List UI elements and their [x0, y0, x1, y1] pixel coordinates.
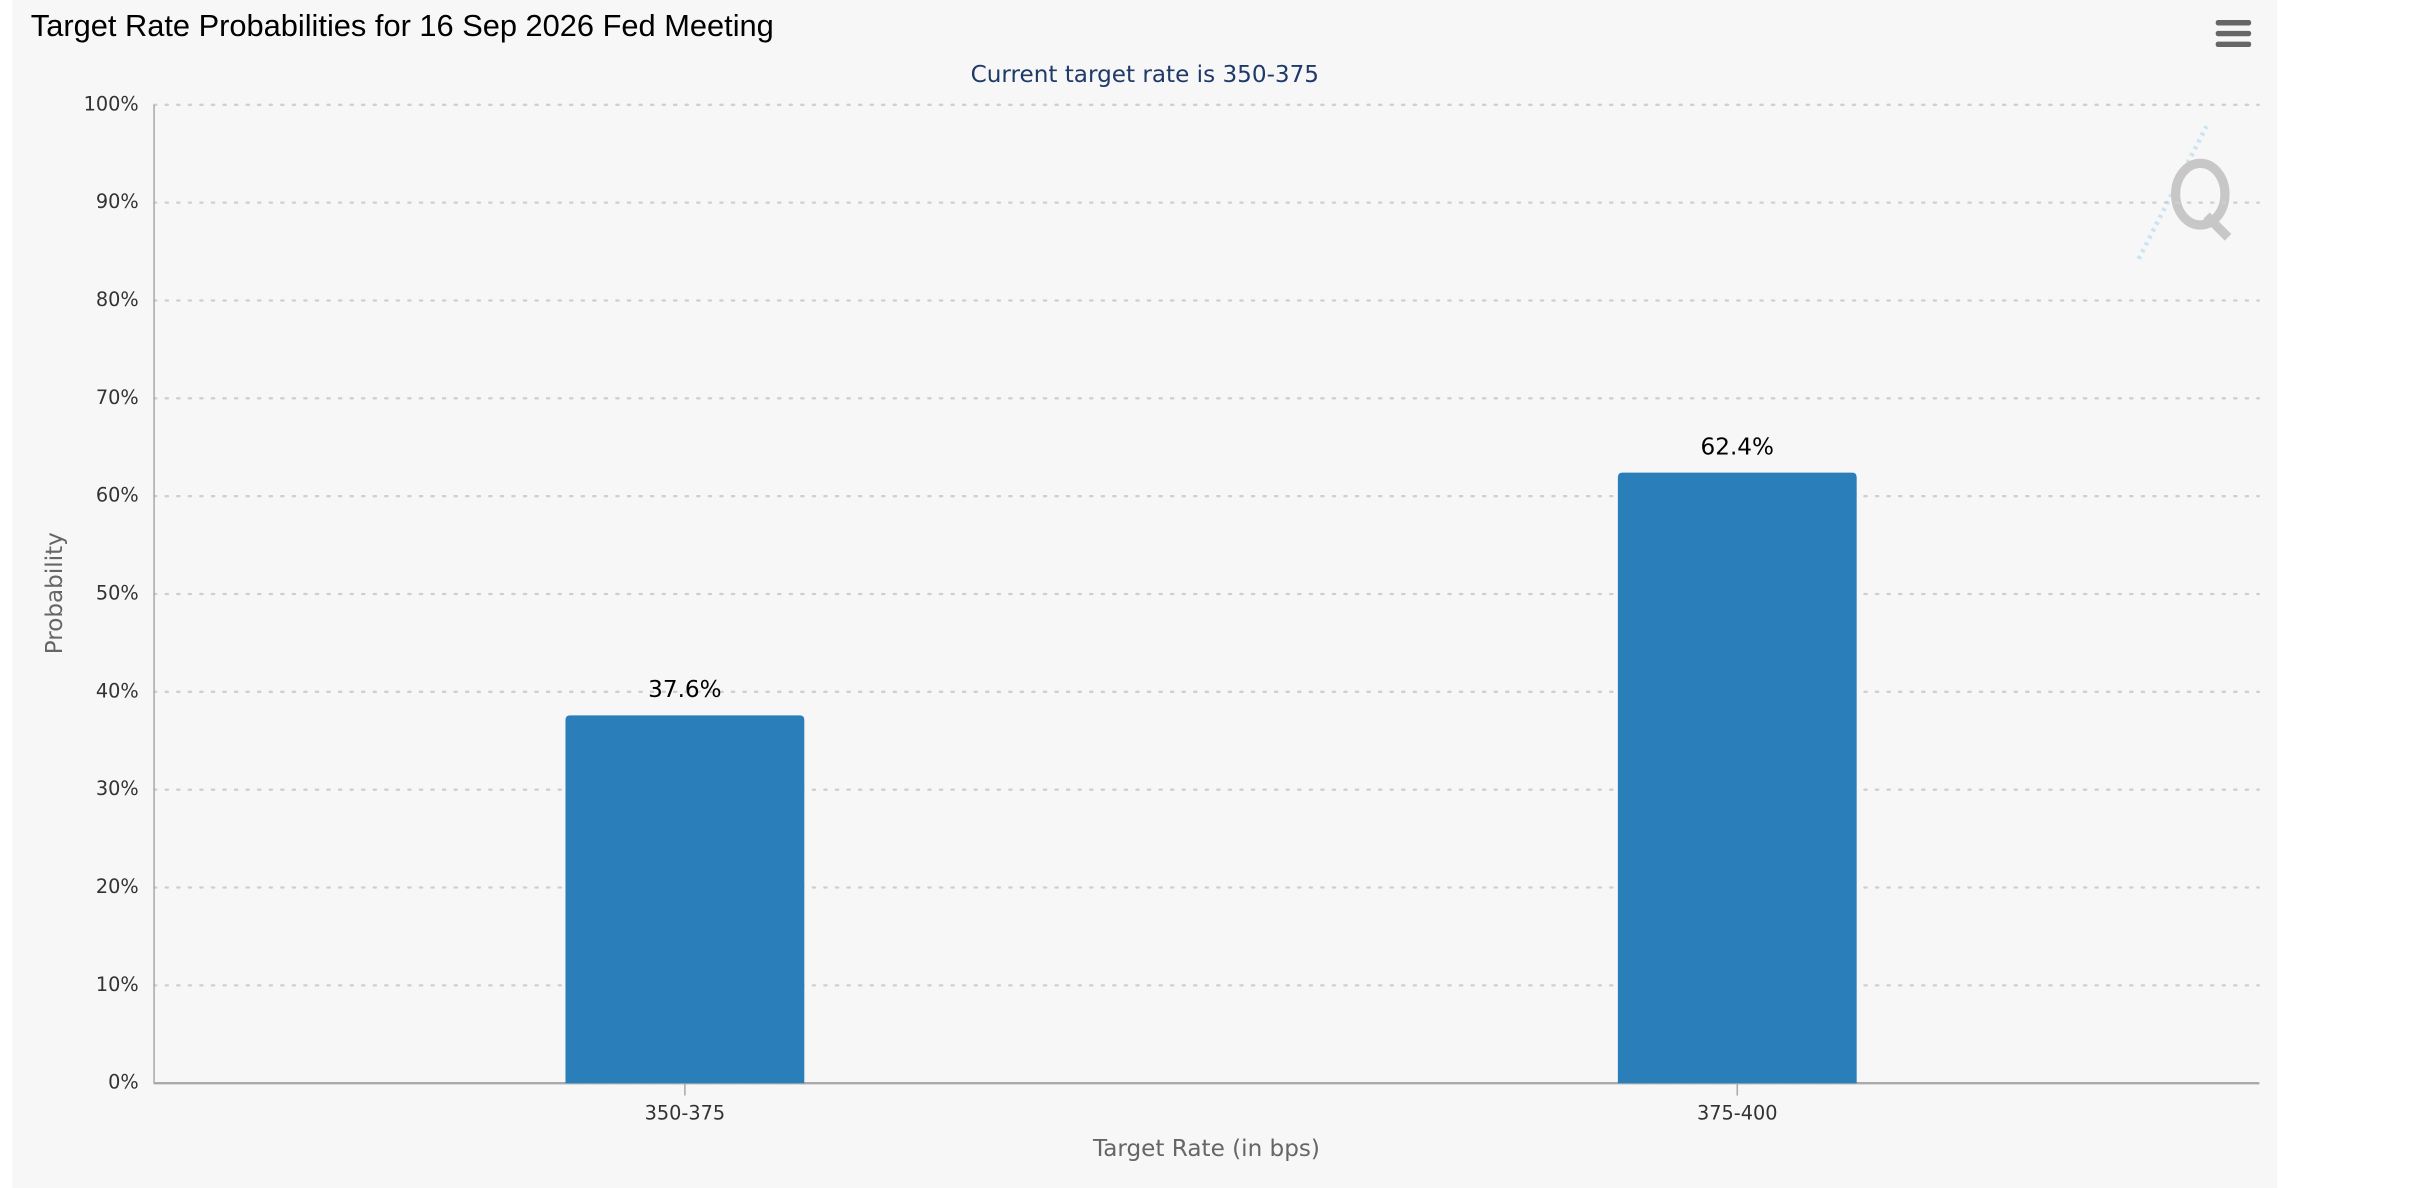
- data-label: 37.6%: [648, 677, 721, 703]
- y-tick-label: 90%: [96, 190, 139, 213]
- logo-ring: [2171, 158, 2230, 230]
- y-tick-label: 10%: [96, 973, 139, 996]
- logo-stroke: [2136, 125, 2209, 260]
- y-tick-label: 80%: [96, 288, 139, 311]
- y-tick-label: 60%: [96, 484, 139, 507]
- chart-title: Target Rate Probabilities for 16 Sep 202…: [31, 8, 774, 43]
- bar: [565, 715, 805, 1084]
- menu-button[interactable]: [2215, 20, 2252, 48]
- y-tick-label: 70%: [96, 386, 139, 409]
- y-tick-label: 20%: [96, 875, 139, 898]
- bar: [1617, 472, 1857, 1084]
- watermark-logo: [2136, 125, 2232, 260]
- y-tick-label: 100%: [84, 92, 139, 115]
- y-tick-label: 0%: [108, 1071, 139, 1094]
- y-axis-title: Probability: [42, 532, 68, 654]
- menu-bar[interactable]: [2215, 20, 2252, 26]
- x-tick-label: 375-400: [1697, 1102, 1777, 1125]
- y-tick-label: 50%: [96, 581, 139, 604]
- chart-subtitle: Current target rate is 350-375: [971, 62, 1319, 88]
- y-tick-label: 40%: [96, 679, 139, 702]
- y-tick-label: 30%: [96, 777, 139, 800]
- logo-tail: [2203, 212, 2232, 241]
- x-axis-title: Target Rate (in bps): [1092, 1136, 1320, 1162]
- data-label: 62.4%: [1701, 435, 1774, 461]
- menu-bar[interactable]: [2215, 41, 2252, 48]
- x-tick-label: 350-375: [645, 1102, 725, 1125]
- menu-bar[interactable]: [2215, 30, 2252, 37]
